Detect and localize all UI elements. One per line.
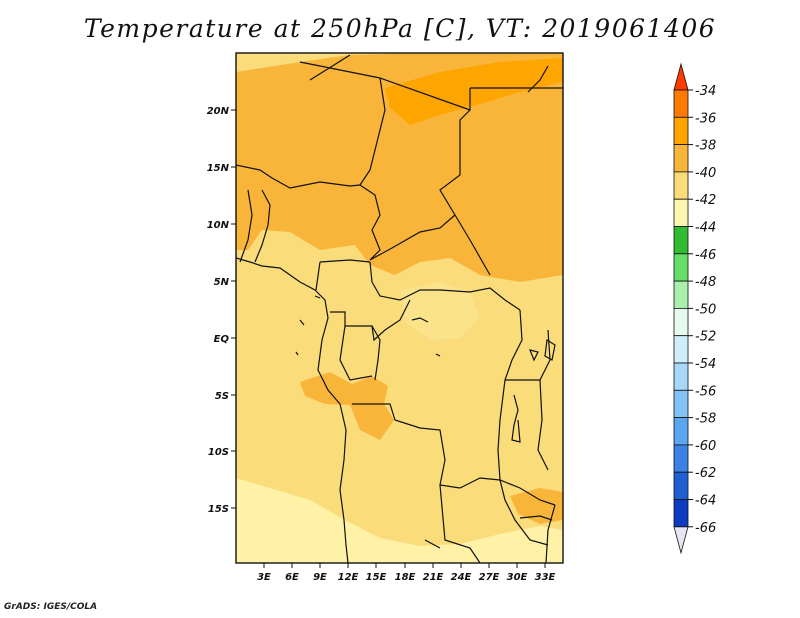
lat-tick-label: 20N xyxy=(207,106,230,117)
colorbar-swatch xyxy=(673,417,689,446)
colorbar-swatch xyxy=(673,335,689,364)
colorbar-swatch xyxy=(673,171,689,200)
colorbar-swatch xyxy=(673,280,689,309)
colorbar-label: -44 xyxy=(695,221,716,236)
colorbar-label: -42 xyxy=(695,193,716,208)
lat-tick-label: 15S xyxy=(208,504,229,515)
field-minus38-blob-se xyxy=(510,488,563,524)
colorbar-swatch xyxy=(673,444,689,473)
lon-tick-label: 6E xyxy=(285,572,299,583)
colorbar-bottom-arrow xyxy=(673,526,689,555)
colorbar-label: -64 xyxy=(695,494,716,509)
map-frame xyxy=(235,52,564,564)
colorbar-label: -50 xyxy=(695,302,716,317)
field-minus36 xyxy=(385,58,563,125)
country-borders xyxy=(236,54,563,563)
chart-title: Temperature at 250hPa [C], VT: 201906140… xyxy=(83,14,717,43)
colorbar-swatch xyxy=(673,307,689,337)
colorbar-label: -48 xyxy=(695,275,716,290)
lon-tick-label: 21E xyxy=(423,572,444,583)
colorbar-label: -60 xyxy=(695,439,716,454)
lon-tick-label: 30E xyxy=(507,572,528,583)
lon-tick-label: 33E xyxy=(535,572,556,583)
colorbar-swatch xyxy=(673,198,689,227)
lat-tick-label: 10N xyxy=(207,220,230,231)
lat-tick-label: EQ xyxy=(214,334,230,345)
lon-tick-label: 24E xyxy=(451,572,472,583)
field-patch xyxy=(400,282,480,340)
colorbar-swatch xyxy=(673,362,689,391)
lon-tick-label: 12E xyxy=(338,572,359,583)
colorbar-swatch xyxy=(673,226,689,255)
colorbar-swatch xyxy=(673,499,689,528)
colorbar-swatch xyxy=(673,116,689,146)
colorbar-label: -66 xyxy=(695,521,716,536)
colorbar-label: -56 xyxy=(695,384,716,399)
colorbar-label: -62 xyxy=(695,466,716,481)
colorbar-label: -58 xyxy=(695,412,716,427)
colorbar-label: -34 xyxy=(695,84,716,99)
lon-tick-label: 27E xyxy=(479,572,500,583)
lon-tick-label: 3E xyxy=(257,572,271,583)
colorbar: -34 -36 -38 -40 -42 -44 -46 -48 -50 -52 -54 -56 -58 -… xyxy=(673,62,716,555)
lon-tick-label: 15E xyxy=(366,572,387,583)
credit-label: GrADS: IGES/COLA xyxy=(4,602,98,612)
lon-tick-label: 9E xyxy=(313,572,327,583)
temperature-field xyxy=(236,53,563,563)
field-minus42 xyxy=(236,478,563,563)
colorbar-swatch xyxy=(673,471,689,500)
lon-axis: 3E 6E 9E 12E 15E 18E 21E 24E 27E 30E 33E xyxy=(257,563,556,583)
lon-tick-label: 18E xyxy=(395,572,416,583)
colorbar-swatch xyxy=(673,253,689,282)
colorbar-top-arrow xyxy=(673,62,689,91)
colorbar-label: -52 xyxy=(695,330,716,345)
field-minus38 xyxy=(236,53,563,282)
colorbar-label: -36 xyxy=(695,111,716,126)
lat-axis: 20N 15N 10N 5N EQ 5S 10S 15S xyxy=(207,106,236,515)
lat-tick-label: 15N xyxy=(207,163,230,174)
colorbar-label: -38 xyxy=(695,139,716,154)
lat-tick-label: 10S xyxy=(208,447,229,458)
lat-tick-label: 5N xyxy=(214,277,230,288)
colorbar-label: -40 xyxy=(695,166,716,181)
colorbar-swatch xyxy=(673,389,689,418)
field-minus38-blob xyxy=(300,372,394,440)
colorbar-label: -54 xyxy=(695,357,716,372)
colorbar-label: -46 xyxy=(695,248,716,263)
colorbar-swatch xyxy=(673,144,689,173)
lat-tick-label: 5S xyxy=(215,391,229,402)
colorbar-swatch xyxy=(673,89,689,118)
